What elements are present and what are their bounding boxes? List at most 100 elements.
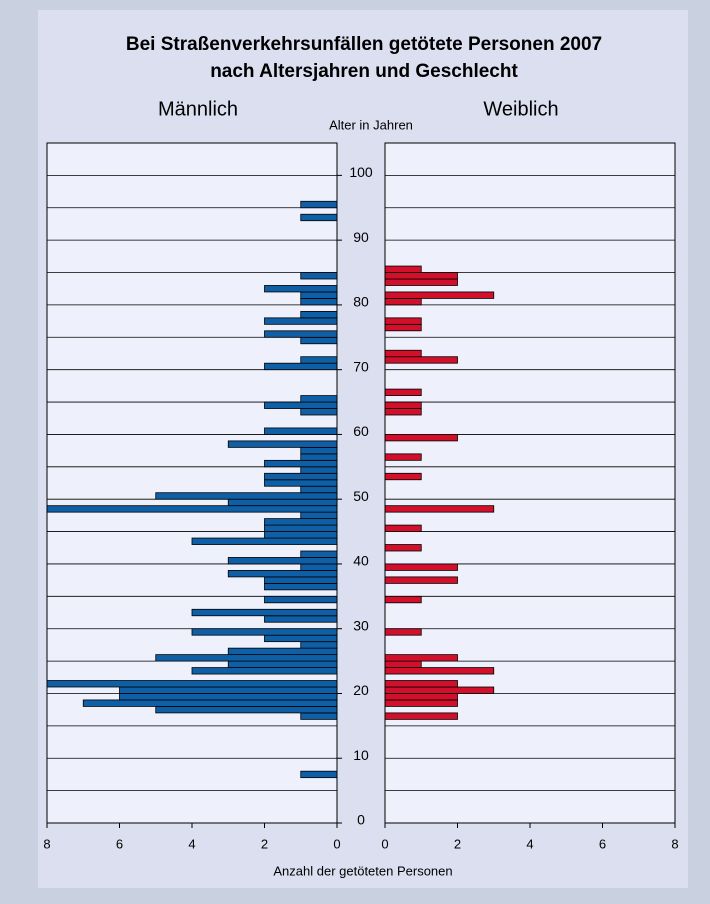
bar bbox=[384, 699, 458, 707]
bar bbox=[46, 680, 338, 688]
bar bbox=[384, 505, 495, 513]
series-label: Männlich bbox=[158, 98, 238, 120]
bar bbox=[191, 628, 338, 636]
bar bbox=[384, 654, 458, 662]
bar bbox=[384, 680, 458, 688]
y-tick-label: 50 bbox=[353, 488, 369, 504]
bar bbox=[384, 563, 458, 571]
bar bbox=[264, 401, 338, 409]
bar bbox=[46, 505, 338, 513]
x-tick-label: 6 bbox=[116, 836, 123, 851]
bar bbox=[384, 667, 495, 675]
bar bbox=[384, 388, 422, 396]
bar bbox=[300, 356, 338, 364]
x-tick-label: 8 bbox=[43, 836, 50, 851]
bar bbox=[82, 699, 338, 707]
y-tick-label: 40 bbox=[353, 553, 369, 569]
panel bbox=[385, 143, 675, 823]
bar bbox=[384, 349, 422, 358]
bar bbox=[384, 401, 422, 409]
y-tick-label: 70 bbox=[353, 358, 369, 374]
bar bbox=[300, 770, 338, 779]
bar bbox=[264, 518, 338, 526]
y-axis-label: Alter in Jahren bbox=[329, 117, 413, 132]
bar bbox=[384, 323, 422, 332]
bar bbox=[300, 446, 338, 455]
x-tick-label: 2 bbox=[261, 836, 268, 851]
bar bbox=[119, 686, 338, 694]
chart-title: Bei Straßenverkehrsunfällen getötete Per… bbox=[126, 34, 602, 55]
bar bbox=[227, 440, 338, 448]
bar bbox=[300, 712, 338, 720]
bar bbox=[191, 608, 338, 617]
bar bbox=[264, 531, 338, 539]
bar bbox=[191, 667, 338, 675]
bar bbox=[300, 453, 338, 461]
bar bbox=[155, 654, 338, 662]
bar bbox=[191, 537, 338, 545]
x-tick-label: 0 bbox=[381, 836, 388, 851]
bar bbox=[384, 628, 422, 636]
series-label: Weiblich bbox=[483, 98, 558, 120]
bar bbox=[300, 466, 338, 474]
bar bbox=[384, 408, 422, 416]
bar bbox=[300, 310, 338, 319]
bar bbox=[384, 660, 422, 668]
bar bbox=[384, 317, 422, 325]
bar bbox=[300, 408, 338, 416]
bar bbox=[300, 563, 338, 571]
bar bbox=[264, 576, 338, 584]
y-tick-label: 0 bbox=[357, 812, 365, 828]
bar bbox=[264, 427, 338, 435]
bar bbox=[300, 200, 338, 209]
bar bbox=[264, 472, 338, 481]
bar bbox=[300, 291, 338, 299]
bar bbox=[264, 615, 338, 623]
bar bbox=[384, 356, 458, 364]
bar bbox=[264, 634, 338, 643]
bar bbox=[300, 550, 338, 558]
bar bbox=[384, 453, 422, 461]
bar bbox=[384, 544, 422, 552]
bar bbox=[227, 498, 338, 507]
x-tick-label: 8 bbox=[671, 836, 678, 851]
x-tick-label: 6 bbox=[599, 836, 606, 851]
bar bbox=[264, 362, 338, 371]
y-tick-label: 90 bbox=[353, 229, 369, 245]
bar bbox=[384, 278, 458, 286]
bar bbox=[227, 647, 338, 656]
y-tick-label: 20 bbox=[353, 682, 369, 698]
bar bbox=[300, 272, 338, 280]
y-tick-label: 60 bbox=[353, 423, 369, 439]
bar bbox=[300, 213, 338, 222]
bar bbox=[155, 492, 338, 500]
y-tick-label: 10 bbox=[353, 747, 369, 763]
bar bbox=[119, 693, 338, 701]
x-tick-label: 0 bbox=[333, 836, 340, 851]
bar bbox=[264, 595, 338, 604]
bar bbox=[264, 479, 338, 487]
bar bbox=[264, 524, 338, 532]
chart-title: nach Altersjahren und Geschlecht bbox=[210, 61, 518, 82]
bar bbox=[227, 557, 338, 565]
bar bbox=[384, 272, 458, 280]
bar bbox=[300, 336, 338, 345]
bar bbox=[384, 298, 422, 306]
bar bbox=[264, 459, 338, 468]
bar bbox=[384, 712, 458, 720]
bar bbox=[264, 582, 338, 591]
x-tick-label: 4 bbox=[526, 836, 533, 851]
bar bbox=[300, 511, 338, 520]
bar bbox=[384, 434, 458, 442]
bar bbox=[384, 693, 458, 701]
bar bbox=[300, 298, 338, 306]
bar bbox=[300, 485, 338, 494]
x-tick-label: 4 bbox=[188, 836, 195, 851]
x-tick-label: 2 bbox=[454, 836, 461, 851]
bar bbox=[384, 291, 495, 299]
bar bbox=[227, 660, 338, 668]
bar bbox=[384, 265, 422, 273]
y-tick-label: 80 bbox=[353, 294, 369, 310]
